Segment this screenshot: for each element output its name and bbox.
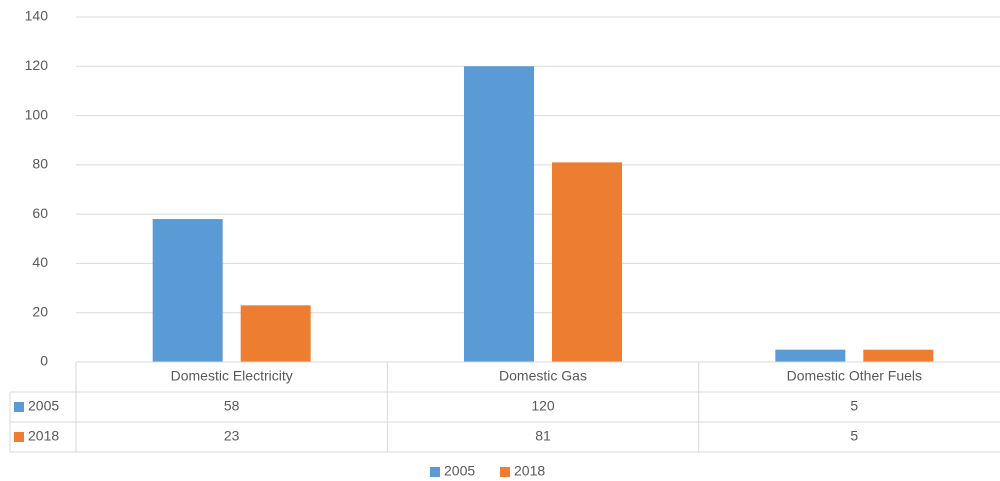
legend-key [14,432,24,442]
x-tick-label: Domestic Electricity [171,368,293,384]
table-value: 120 [531,398,555,414]
y-tick-label: 80 [32,156,48,172]
y-tick-label: 140 [25,8,49,24]
y-tick-label: 0 [40,353,48,369]
legend-key [14,402,24,412]
y-tick-label: 60 [32,205,48,221]
bar [240,305,311,362]
y-tick-label: 100 [25,106,49,122]
legend-label: 2018 [514,463,545,479]
y-tick-label: 20 [32,303,48,319]
y-tick-label: 120 [25,57,49,73]
table-value: 23 [224,428,240,444]
bar [863,349,934,362]
legend-key [430,467,440,477]
bar [552,162,622,362]
bar [464,66,534,363]
legend-key [500,467,510,477]
table-value: 5 [850,398,858,414]
table-series-name: 2005 [28,398,59,414]
bar [152,219,223,362]
table-value: 58 [224,398,240,414]
table-value: 5 [850,428,858,444]
x-tick-label: Domestic Gas [499,368,587,384]
y-tick-label: 40 [32,254,48,270]
table-series-name: 2018 [28,428,59,444]
x-tick-label: Domestic Other Fuels [787,368,922,384]
bar [775,349,846,362]
table-value: 81 [535,428,551,444]
legend-label: 2005 [444,463,475,479]
